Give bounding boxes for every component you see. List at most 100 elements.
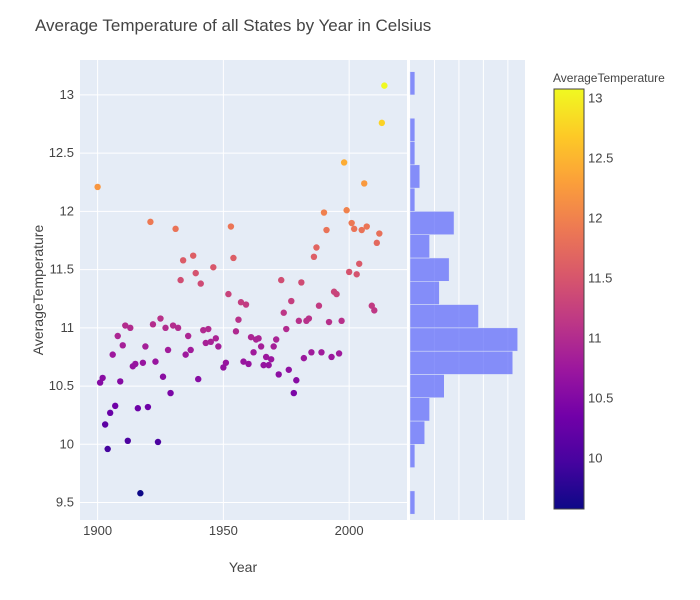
data-point[interactable] [376,230,383,237]
data-point[interactable] [152,358,159,365]
data-point[interactable] [169,322,177,329]
data-point[interactable] [308,349,315,356]
data-point[interactable] [134,405,142,412]
data-point[interactable] [318,349,325,356]
data-point[interactable] [325,318,333,326]
data-point[interactable] [114,332,121,340]
data-point[interactable] [122,322,129,329]
data-point[interactable] [104,445,111,453]
data-point[interactable] [315,302,323,309]
data-point[interactable] [200,326,207,334]
data-point[interactable] [356,260,363,267]
data-point[interactable] [328,353,335,361]
data-point[interactable] [270,343,277,350]
data-point[interactable] [350,225,358,233]
data-point[interactable] [147,218,154,226]
data-point[interactable] [340,159,348,166]
data-point[interactable] [210,264,217,271]
data-point[interactable] [172,225,179,233]
data-point[interactable] [149,321,157,328]
data-point[interactable] [363,223,370,230]
data-point[interactable] [119,342,126,349]
data-point[interactable] [142,343,149,350]
data-point[interactable] [187,346,194,354]
data-point[interactable] [157,315,164,322]
data-point[interactable] [232,328,240,335]
marginal-histogram-bars[interactable] [409,71,518,515]
data-point[interactable] [265,361,272,369]
data-point[interactable] [373,239,381,247]
data-point[interactable] [343,207,350,214]
data-point[interactable] [358,226,365,234]
scatter-plot-area[interactable] [80,60,407,520]
histogram-bar[interactable] [409,71,416,96]
data-point[interactable] [197,280,204,287]
data-point[interactable] [288,297,295,305]
histogram-bar[interactable] [409,374,445,398]
data-point[interactable] [273,336,280,343]
data-point[interactable] [267,356,275,363]
data-point[interactable] [144,403,152,411]
data-point[interactable] [222,359,230,366]
histogram-bar[interactable] [409,234,430,259]
data-point[interactable] [177,276,184,284]
data-point[interactable] [205,325,212,333]
data-point[interactable] [371,307,378,314]
histogram-bar[interactable] [409,490,416,515]
data-point[interactable] [250,349,257,356]
data-point[interactable] [127,324,134,332]
data-point[interactable] [290,389,298,397]
data-point[interactable] [333,290,340,298]
data-point[interactable] [293,377,300,384]
data-point[interactable] [295,317,303,325]
data-point[interactable] [298,279,305,286]
histogram-bar[interactable] [409,257,450,282]
data-point[interactable] [227,223,235,230]
histogram-bar[interactable] [409,350,514,375]
data-point[interactable] [189,252,197,259]
histogram-bar[interactable] [409,141,416,166]
histogram-bar[interactable] [409,211,455,235]
data-point[interactable] [381,82,388,89]
data-point[interactable] [285,366,292,373]
data-point[interactable] [164,346,172,354]
data-point[interactable] [139,359,147,366]
data-point[interactable] [174,324,182,332]
data-point[interactable] [257,343,265,350]
data-point[interactable] [159,373,167,380]
data-point[interactable] [225,290,232,298]
data-point[interactable] [280,309,287,316]
data-point[interactable] [361,180,368,187]
data-point[interactable] [99,374,106,382]
histogram-bar[interactable] [409,304,479,329]
histogram-bar[interactable] [409,281,440,305]
histogram-bar[interactable] [409,444,416,468]
data-point[interactable] [255,335,262,342]
data-point[interactable] [300,354,308,362]
data-point[interactable] [278,276,285,284]
data-point[interactable] [260,361,267,369]
data-point[interactable] [109,351,116,358]
scatter-points[interactable] [94,82,388,497]
histogram-bar[interactable] [409,420,425,445]
data-point[interactable] [262,353,270,361]
data-point[interactable] [137,490,144,497]
data-point[interactable] [106,409,114,417]
data-point[interactable] [245,360,252,368]
data-point[interactable] [310,253,318,261]
data-point[interactable] [313,244,320,251]
data-point[interactable] [323,226,330,234]
data-point[interactable] [202,339,209,347]
data-point[interactable] [182,351,189,358]
data-point[interactable] [275,371,282,378]
data-point[interactable] [124,437,131,445]
data-point[interactable] [345,268,353,276]
data-point[interactable] [230,254,237,262]
data-point[interactable] [132,360,139,368]
data-point[interactable] [94,183,101,191]
data-point[interactable] [101,421,109,428]
data-point[interactable] [162,324,169,332]
histogram-bar[interactable] [409,164,421,189]
data-point[interactable] [117,378,124,385]
data-point[interactable] [247,333,255,341]
